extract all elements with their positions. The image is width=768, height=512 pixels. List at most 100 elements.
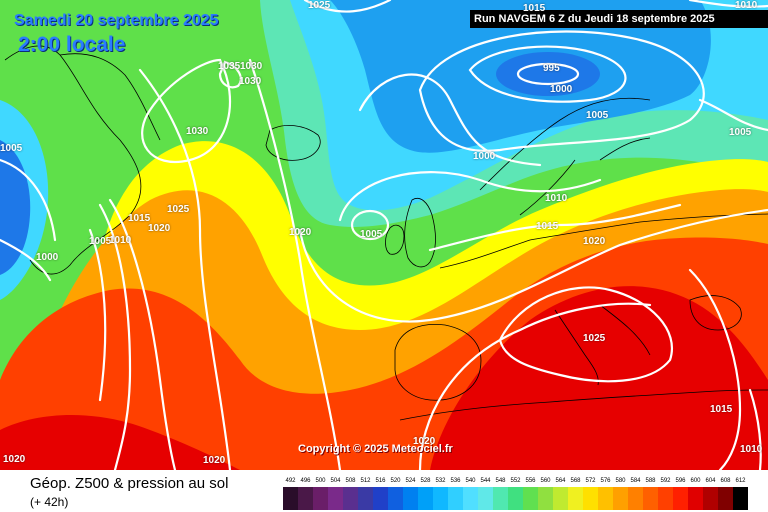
legend-swatch (553, 487, 568, 510)
band-deep-red-left (0, 415, 240, 470)
weather-map: Samedi 20 septembre 2025 2:00 locale Run… (0, 0, 768, 470)
legend-label: 536 (450, 478, 461, 484)
isobar-1005-right (698, 98, 768, 132)
isobar-label: 1005 (360, 229, 383, 240)
legend-label: 492 (285, 478, 296, 484)
isobar-1000-mid (358, 73, 542, 167)
legend-label: 528 (420, 478, 431, 484)
color-legend: 492 496 500 504 508 512 516 520 524 528 532 536 540 5… (283, 478, 753, 510)
isobar-1020-west (108, 198, 177, 470)
greenland-coast-east (59, 53, 161, 141)
isobar-1010-east (748, 388, 762, 470)
forecast-offset: (+ 42h) (30, 495, 69, 509)
isobar-1025-italy (498, 286, 673, 383)
isobar-1030 (141, 58, 232, 163)
legend-label: 588 (645, 478, 656, 484)
legend-label: 572 (585, 478, 596, 484)
legend-swatch (433, 487, 448, 510)
legend-swatch (688, 487, 703, 510)
legend-label: 604 (705, 478, 716, 484)
isobar-1010-topright (688, 0, 768, 8)
isobar-1020-south (418, 302, 652, 470)
legend-cell: 508 (343, 478, 358, 510)
iberia-coast (394, 324, 482, 401)
legend-label: 592 (660, 478, 671, 484)
legend-cell: 532 (433, 478, 448, 510)
isobar-label: 1025 (167, 204, 190, 215)
legend-cell: 584 (628, 478, 643, 510)
legend-swatch (523, 487, 538, 510)
legend-cell: 612 (733, 478, 748, 510)
isobar-label: 1005 (586, 110, 609, 121)
isobar-1015-east (688, 268, 742, 470)
norway-coast (479, 97, 651, 191)
isobar-label: 1010 (735, 0, 758, 11)
isobar-label: 1030 (239, 76, 262, 87)
isobar-label: 1020 (203, 455, 226, 466)
legend-label: 496 (300, 478, 311, 484)
legend-label: 504 (330, 478, 341, 484)
isobar-label: 1005 (729, 127, 752, 138)
isobar-1015-centre (428, 203, 682, 252)
run-info-bar: Run NAVGEM 6 Z du Jeudi 18 septembre 202… (470, 10, 768, 28)
legend-cell: 520 (388, 478, 403, 510)
isobars (0, 0, 768, 470)
forecast-date: Samedi 20 septembre 2025 (14, 12, 219, 29)
legend-cell: 540 (463, 478, 478, 510)
legend-label: 512 (360, 478, 371, 484)
isobar-1020-europe (298, 208, 768, 323)
band-deep-red (430, 286, 768, 470)
isobar-1015-west (98, 203, 132, 470)
isobar-label: 1020 (583, 236, 606, 247)
finland-coast (599, 137, 651, 161)
legend-swatch (658, 487, 673, 510)
legend-swatch (493, 487, 508, 510)
africa-coast (399, 389, 768, 421)
map-title: Géop. Z500 & pression au sol (30, 475, 229, 492)
sweden-coast (519, 159, 576, 216)
legend-cell: 544 (478, 478, 493, 510)
legend-label: 560 (540, 478, 551, 484)
copyright-notice: Copyright © 2025 Meteociel.fr (298, 443, 453, 455)
legend-cell: 512 (358, 478, 373, 510)
isobar-1010-west (88, 228, 107, 402)
geopotential-map-svg (0, 0, 768, 470)
legend-label: 600 (690, 478, 701, 484)
legend-swatch (388, 487, 403, 510)
isobar-1000-west (0, 238, 52, 282)
italy-coast (554, 309, 599, 386)
isobar-label: 1010 (740, 444, 763, 455)
local-time: 2:00 locale (18, 33, 126, 56)
legend-cell: 572 (583, 478, 598, 510)
isobar-1025-top (303, 0, 392, 13)
legend-swatch (313, 487, 328, 510)
legend-label: 508 (345, 478, 356, 484)
black-sea-coast (689, 295, 742, 331)
legend-label: 540 (465, 478, 476, 484)
legend-label: 516 (375, 478, 386, 484)
legend-swatch (403, 487, 418, 510)
legend-cell: 548 (493, 478, 508, 510)
legend-swatch (718, 487, 733, 510)
isobar-label: 1030 (240, 61, 263, 72)
legend-label: 612 (735, 478, 746, 484)
legend-swatch (343, 487, 358, 510)
legend-label: 532 (435, 478, 446, 484)
legend-cell: 580 (613, 478, 628, 510)
legend-swatch (613, 487, 628, 510)
legend-cell: 524 (403, 478, 418, 510)
isobar-label: 1025 (308, 0, 331, 11)
map-footer: Géop. Z500 & pression au sol (+ 42h) 492… (0, 470, 768, 512)
legend-label: 544 (480, 478, 491, 484)
legend-cell: 592 (658, 478, 673, 510)
isobar-label: 1020 (289, 227, 312, 238)
legend-cell: 560 (538, 478, 553, 510)
isobar-label: 1005 (89, 236, 112, 247)
europe-north-coast (439, 213, 768, 269)
legend-cell: 596 (673, 478, 688, 510)
isobar-label: 1000 (550, 84, 573, 95)
legend-swatch (418, 487, 433, 510)
greenland-coast (4, 45, 142, 275)
legend-swatch (508, 487, 523, 510)
legend-label: 564 (555, 478, 566, 484)
